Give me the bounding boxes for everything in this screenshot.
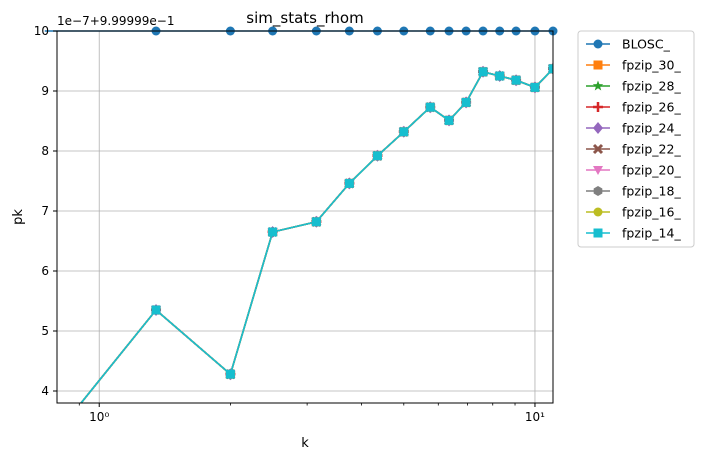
legend-item: fpzip_24_ bbox=[586, 121, 681, 136]
series-layer bbox=[80, 62, 553, 403]
data-point bbox=[495, 71, 505, 81]
y-tick-label: 6 bbox=[41, 264, 49, 278]
y-tick-label: 5 bbox=[41, 324, 49, 338]
legend-item: fpzip_18_ bbox=[586, 184, 681, 199]
legend-label: BLOSC_ bbox=[622, 37, 671, 52]
data-point bbox=[151, 305, 161, 315]
legend-marker bbox=[593, 102, 603, 112]
legend-label: fpzip_20_ bbox=[622, 163, 681, 178]
data-point bbox=[530, 82, 540, 92]
legend-label: fpzip_22_ bbox=[622, 142, 681, 157]
legend-item: fpzip_26_ bbox=[586, 100, 681, 115]
data-point bbox=[461, 97, 471, 107]
offset-label: 1e−7+9.99999e−1 bbox=[57, 14, 174, 28]
legend-marker bbox=[593, 186, 603, 196]
x-tick-label: 10⁰ bbox=[89, 410, 109, 424]
series-line bbox=[80, 68, 553, 403]
legend-marker bbox=[593, 39, 603, 49]
legend-item: fpzip_22_ bbox=[586, 142, 681, 157]
data-point bbox=[511, 75, 521, 85]
data-point bbox=[399, 127, 409, 137]
y-tick-label: 9 bbox=[41, 84, 49, 98]
legend: BLOSC_ fpzip_30_ fpzip_28_ fpzip_26_ fpzip_2… bbox=[577, 30, 695, 248]
data-point bbox=[225, 369, 235, 379]
legend-label: fpzip_26_ bbox=[622, 100, 681, 115]
legend-marker bbox=[593, 207, 603, 217]
data-point bbox=[478, 67, 488, 77]
data-point bbox=[548, 64, 553, 74]
legend-item: fpzip_28_ bbox=[586, 79, 681, 94]
legend-item: BLOSC_ bbox=[586, 37, 671, 52]
plot-background bbox=[57, 31, 553, 403]
y-tick-label: 10 bbox=[34, 24, 49, 38]
legend-item: fpzip_30_ bbox=[586, 58, 681, 73]
legend-frame bbox=[577, 30, 695, 248]
data-point bbox=[311, 217, 321, 227]
legend-marker bbox=[593, 166, 603, 175]
x-tick-label: 10¹ bbox=[525, 410, 545, 424]
legend-marker bbox=[592, 80, 604, 91]
data-point bbox=[425, 102, 435, 112]
y-axis-label: pk bbox=[11, 209, 26, 225]
legend-item: fpzip_16_ bbox=[586, 205, 681, 220]
chart-title: sim_stats_rhom bbox=[246, 9, 363, 28]
legend-label: fpzip_18_ bbox=[622, 184, 681, 199]
x-axis-label: k bbox=[301, 436, 309, 451]
legend-marker bbox=[592, 143, 604, 155]
legend-item: fpzip_20_ bbox=[586, 163, 681, 178]
legend-label: fpzip_24_ bbox=[622, 121, 681, 136]
data-point bbox=[344, 178, 354, 188]
y-tick-label: 4 bbox=[41, 384, 49, 398]
axis-ticks: 4 5 6 7 8 9 10 10⁰ 10¹ bbox=[34, 24, 545, 424]
y-tick-label: 8 bbox=[41, 144, 49, 158]
data-point bbox=[444, 115, 454, 125]
legend-label: fpzip_28_ bbox=[622, 79, 681, 94]
legend-marker bbox=[593, 60, 603, 70]
legend-label: fpzip_14_ bbox=[622, 226, 681, 241]
plot-frame bbox=[56, 30, 554, 404]
legend-item: fpzip_14_ bbox=[586, 226, 681, 241]
series-fpzip-14 bbox=[80, 64, 553, 403]
data-point bbox=[268, 227, 278, 237]
legend-label: fpzip_30_ bbox=[622, 58, 681, 73]
legend-label: fpzip_16_ bbox=[622, 205, 681, 220]
legend-marker bbox=[593, 122, 603, 134]
legend-marker bbox=[593, 228, 603, 238]
y-tick-label: 7 bbox=[41, 204, 49, 218]
data-point bbox=[372, 151, 382, 161]
